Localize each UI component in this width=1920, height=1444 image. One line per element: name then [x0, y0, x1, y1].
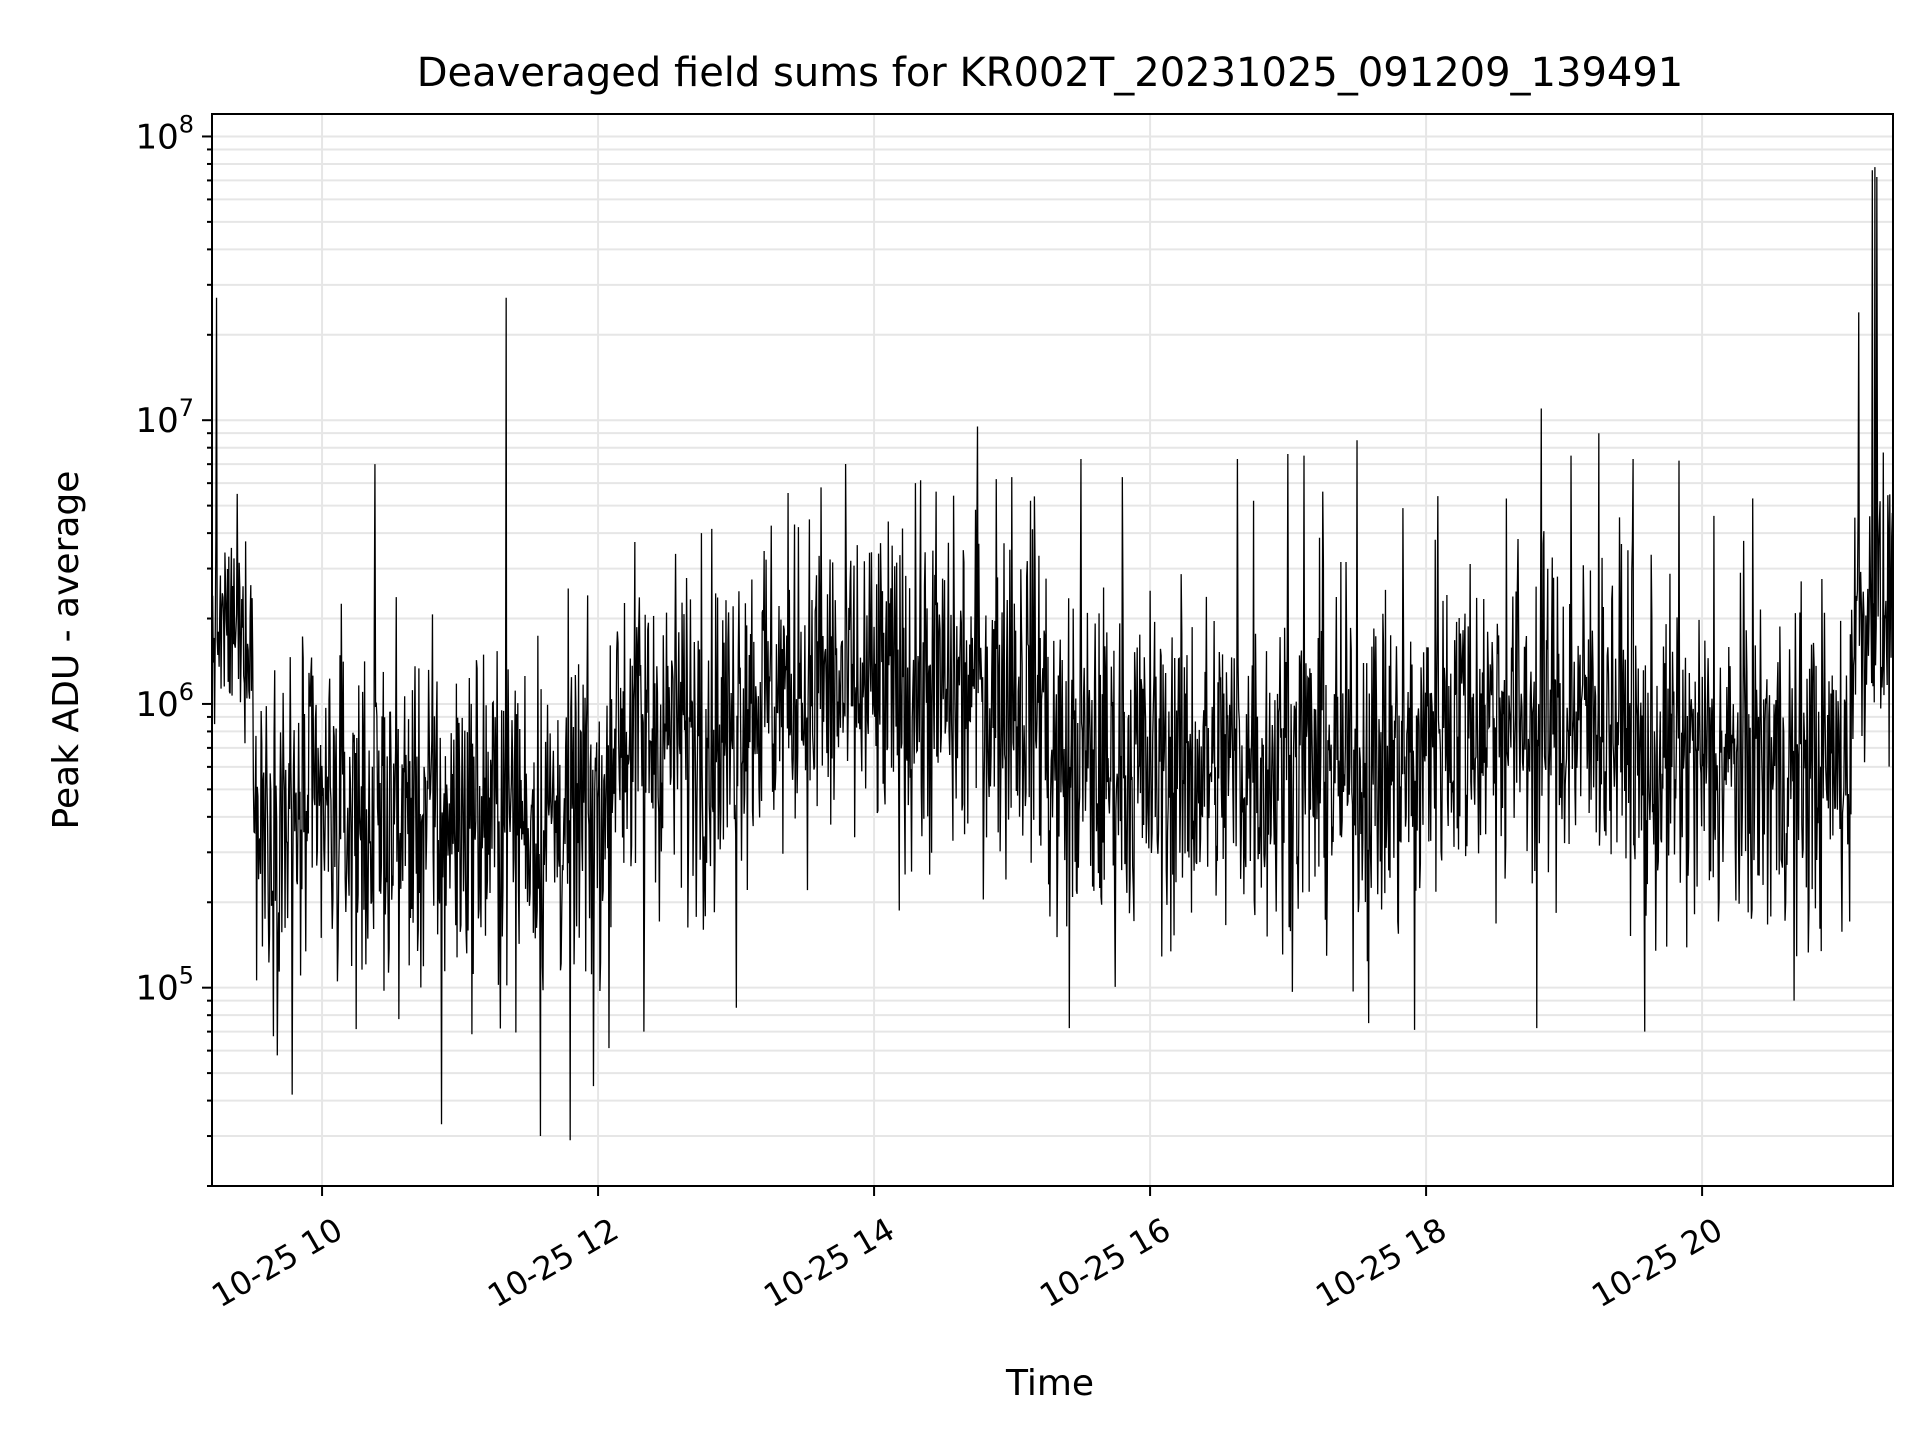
- y-tick-base: 10: [135, 685, 178, 725]
- series-line: [211, 167, 1894, 1141]
- y-tick-base: 10: [135, 401, 178, 441]
- y-tick-base: 10: [135, 117, 178, 157]
- y-tick-label: 106: [135, 678, 194, 725]
- y-tick-exponent: 8: [179, 110, 194, 138]
- chart-title: Deaveraged field sums for KR002T_2023102…: [417, 50, 1684, 96]
- y-tick-label: 108: [135, 110, 194, 157]
- y-axis-label: Peak ADU - average: [46, 471, 87, 830]
- plot-frame: [211, 113, 1894, 1187]
- series-layer: [211, 167, 1894, 1141]
- y-tick-label: 107: [135, 394, 194, 441]
- y-tick-exponent: 5: [179, 962, 194, 990]
- y-tick-base: 10: [135, 969, 178, 1009]
- y-tick-label: 105: [135, 962, 194, 1009]
- y-tick-exponent: 6: [179, 678, 194, 706]
- y-tick-exponent: 7: [179, 394, 194, 422]
- x-axis-label: Time: [1005, 1363, 1094, 1404]
